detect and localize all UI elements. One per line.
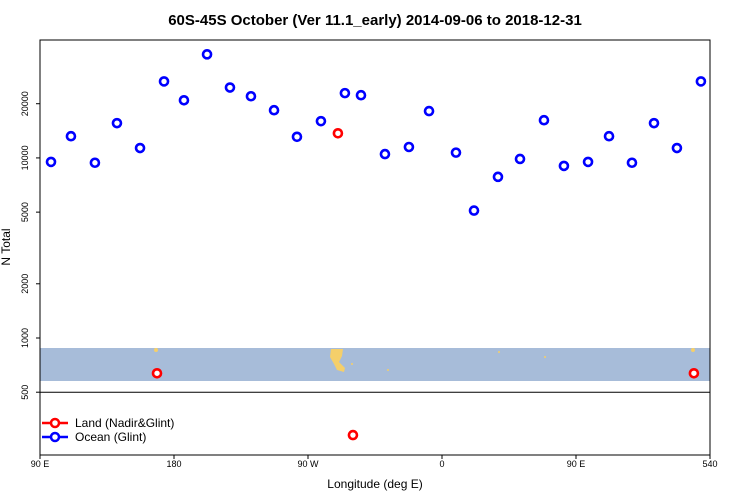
legend-marker bbox=[49, 431, 61, 443]
point bbox=[89, 157, 101, 169]
point bbox=[151, 367, 163, 379]
point bbox=[538, 114, 550, 126]
x-tick-label: 90 E bbox=[567, 459, 586, 469]
point bbox=[688, 367, 700, 379]
land-shapes bbox=[154, 348, 695, 372]
legend-label: Ocean (Glint) bbox=[75, 430, 146, 444]
point bbox=[65, 130, 77, 142]
y-tick-label: 10000 bbox=[20, 145, 30, 170]
point bbox=[355, 89, 367, 101]
point bbox=[178, 94, 190, 106]
x-tick-label: 180 bbox=[166, 459, 181, 469]
x-axis-label: Longitude (deg E) bbox=[327, 477, 422, 491]
legend-label: Land (Nadir&Glint) bbox=[75, 416, 174, 430]
point bbox=[626, 157, 638, 169]
point bbox=[468, 205, 480, 216]
point bbox=[423, 105, 435, 117]
y-axis-label: N Total bbox=[0, 228, 13, 265]
point bbox=[379, 148, 391, 160]
y-tick-label: 20000 bbox=[20, 91, 30, 116]
point bbox=[671, 142, 683, 154]
point bbox=[268, 104, 280, 116]
point bbox=[224, 82, 236, 93]
point bbox=[134, 142, 146, 154]
point bbox=[603, 130, 615, 142]
legend-marker bbox=[49, 417, 61, 429]
point bbox=[582, 156, 594, 168]
y-tick-label: 5000 bbox=[20, 202, 30, 222]
x-tick-label: 90 W bbox=[297, 459, 319, 469]
point bbox=[347, 429, 359, 441]
map-band bbox=[40, 348, 710, 381]
point bbox=[332, 128, 344, 139]
point bbox=[403, 141, 415, 153]
point bbox=[514, 153, 526, 165]
point bbox=[201, 49, 213, 60]
point bbox=[492, 171, 504, 183]
point bbox=[291, 131, 303, 143]
x-tick-label: 540 bbox=[702, 459, 717, 469]
point bbox=[245, 90, 257, 102]
x-tick-label: 0 bbox=[439, 459, 444, 469]
point bbox=[315, 115, 327, 127]
point bbox=[111, 117, 123, 129]
point bbox=[450, 147, 462, 158]
x-tick-label: 90 E bbox=[31, 459, 50, 469]
point bbox=[558, 160, 570, 172]
y-tick-label: 1000 bbox=[20, 328, 30, 348]
point bbox=[339, 87, 351, 99]
point bbox=[648, 117, 660, 129]
y-tick-label: 500 bbox=[20, 385, 30, 400]
point bbox=[695, 76, 707, 87]
y-tick-label: 2000 bbox=[20, 274, 30, 294]
chart-title: 60S-45S October (Ver 11.1_early) 2014-09… bbox=[168, 12, 582, 29]
point bbox=[158, 76, 170, 87]
point bbox=[45, 156, 57, 168]
plot-box bbox=[39, 39, 711, 456]
